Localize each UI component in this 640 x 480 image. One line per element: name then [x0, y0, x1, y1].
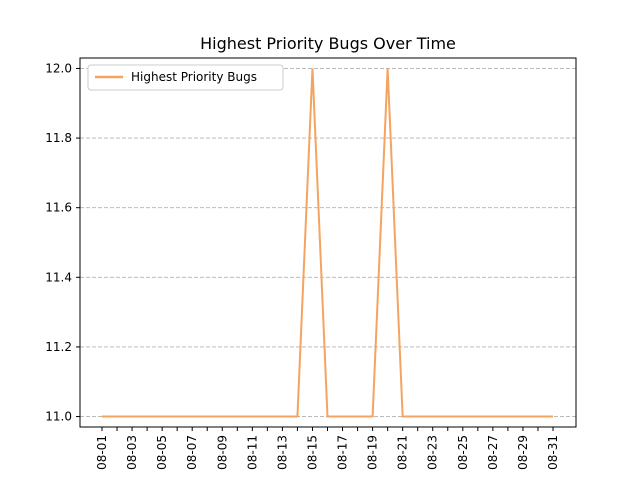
- x-tick-label: 08-25: [456, 435, 470, 470]
- series-lines: [102, 68, 553, 418]
- x-tick-label: 08-07: [185, 435, 199, 470]
- x-tick-label: 08-23: [426, 435, 440, 470]
- x-tick-label: 08-03: [125, 435, 139, 470]
- x-tick-label: 08-11: [245, 435, 259, 470]
- x-axis: 08-01 08-03 08-05 08-07 08-09 08-11 08-13 08-15…: [95, 427, 560, 470]
- y-tick-label: 11.2: [45, 340, 72, 354]
- x-tick-label: 08-05: [155, 435, 169, 470]
- y-tick-label: 12.0: [45, 61, 72, 75]
- series-line: [102, 68, 553, 418]
- x-tick-label: 08-15: [305, 435, 319, 470]
- x-tick-label: 08-19: [366, 435, 380, 470]
- y-axis: 11.0 11.2 11.4 11.6 11.8 12.0: [45, 61, 80, 424]
- x-tick-label: 08-29: [516, 435, 530, 470]
- x-tick-label: 08-13: [275, 435, 289, 470]
- y-tick-label: 11.6: [45, 201, 72, 215]
- x-tick-label: 08-01: [95, 435, 109, 470]
- x-tick-label: 08-21: [396, 435, 410, 470]
- plot-frame: [79, 57, 577, 428]
- gridlines: [80, 68, 576, 417]
- x-tick-label: 08-27: [486, 435, 500, 470]
- chart-title: Highest Priority Bugs Over Time: [200, 34, 456, 53]
- x-tick-label: 08-17: [336, 435, 350, 470]
- legend: Highest Priority Bugs: [87, 64, 284, 91]
- legend-label: Highest Priority Bugs: [131, 70, 257, 84]
- x-tick-label: 08-31: [546, 435, 560, 470]
- legend-box: [87, 64, 284, 91]
- x-tick-label: 08-09: [215, 435, 229, 470]
- y-tick-label: 11.0: [45, 410, 72, 424]
- y-tick-label: 11.8: [45, 131, 72, 145]
- y-tick-label: 11.4: [45, 270, 72, 284]
